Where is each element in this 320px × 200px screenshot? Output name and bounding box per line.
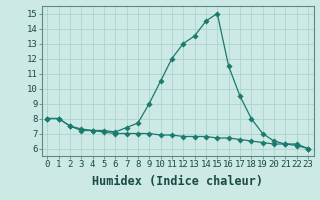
X-axis label: Humidex (Indice chaleur): Humidex (Indice chaleur) <box>92 175 263 188</box>
